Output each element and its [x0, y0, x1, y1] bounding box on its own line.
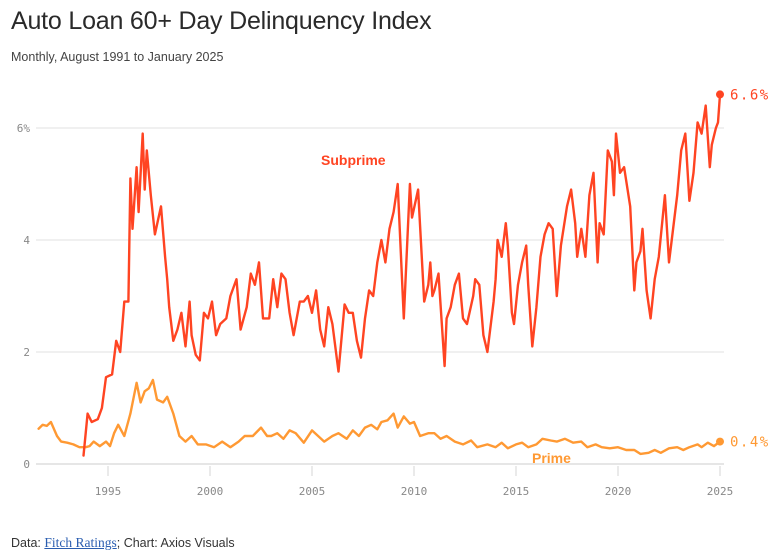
x-tick-label: 1995 — [95, 485, 122, 498]
subprime-series-label: Subprime — [321, 152, 386, 168]
y-tick-label: 4 — [23, 234, 30, 247]
y-tick-label: 6% — [17, 122, 31, 135]
chart-credit: ; Chart: Axios Visuals — [116, 536, 235, 550]
y-tick-label: 0 — [23, 458, 30, 471]
subprime-end-point — [716, 90, 724, 99]
gridlines — [36, 127, 724, 465]
x-tick-label: 2010 — [401, 485, 428, 498]
x-tick-label: 2000 — [197, 485, 224, 498]
chart-title: Auto Loan 60+ Day Delinquency Index — [11, 7, 432, 35]
prime-end-point — [716, 437, 724, 446]
series: 0.4% 6.6% — [37, 87, 770, 457]
x-tick-label: 2025 — [707, 485, 734, 498]
x-tick-label: 2005 — [299, 485, 326, 498]
line-chart: 0 2 4 6% 1995 2000 2005 2010 2015 2020 2025 0.4% 6.… — [17, 87, 770, 498]
x-tick-label: 2015 — [503, 485, 530, 498]
prime-end-value-label: 0.4% — [730, 435, 770, 451]
prime-series-line — [37, 378, 722, 456]
data-source-prefix: Data: — [11, 536, 45, 550]
subprime-series-line — [82, 93, 722, 457]
subprime-end-value-label: 6.6% — [730, 87, 770, 103]
y-tick-label: 2 — [23, 346, 30, 359]
prime-series-label: Prime — [532, 450, 571, 466]
fitch-ratings-link[interactable]: Fitch Ratings — [44, 535, 117, 550]
axes: 0 2 4 6% 1995 2000 2005 2010 2015 2020 2025 — [17, 122, 734, 498]
chart-footer: Data: Fitch Ratings; Chart: Axios Visual… — [11, 535, 235, 551]
labels: Subprime Prime — [321, 152, 571, 466]
chart-subtitle: Monthly, August 1991 to January 2025 — [11, 50, 224, 64]
x-tick-label: 2020 — [605, 485, 632, 498]
